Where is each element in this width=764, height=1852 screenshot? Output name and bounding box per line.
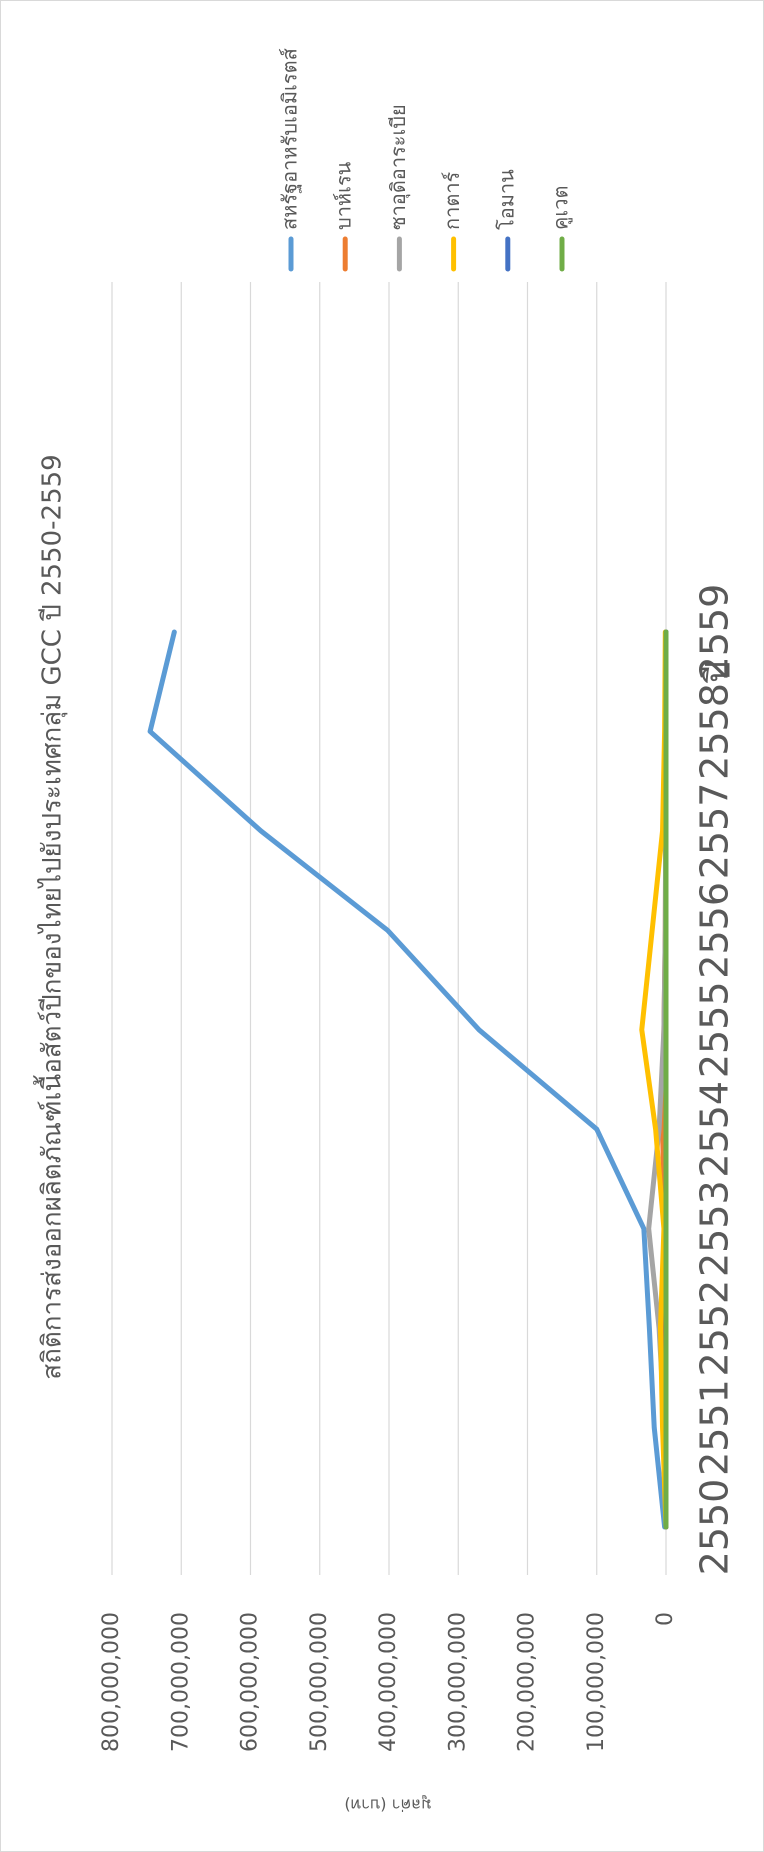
legend-label: คูเวต [549, 186, 574, 230]
legend-label: ซาอุดิอาระเบีย [386, 104, 411, 230]
legend-label: กาตาร์ [440, 171, 464, 230]
y-tick-label: 600,000,000 [238, 1612, 263, 1752]
x-axis-label: ปี [699, 661, 739, 683]
chart-title: สถิติการส่งออกผลิตภัณฑ์เนื้อสัตว์ปีกของไ… [33, 454, 68, 1379]
x-tick-label: 2551 [693, 1379, 737, 1476]
legend-label: สหรัฐอาหรับเอมิเรตส์ [278, 48, 302, 230]
x-tick-label: 2559 [693, 584, 737, 681]
y-axis-label: มูลค่า (บาท) [344, 1795, 431, 1815]
x-tick-label: 2552 [693, 1280, 737, 1377]
x-tick-label: 2554 [693, 1081, 737, 1178]
x-tick-label: 2550 [693, 1479, 737, 1576]
y-tick-label: 200,000,000 [515, 1612, 540, 1752]
x-tick-label: 2558 [693, 683, 737, 780]
y-tick-label: 500,000,000 [307, 1612, 332, 1752]
legend-label: บาห์เรน [332, 161, 356, 230]
rotated-plot: สถิติการส่งออกผลิตภัณฑ์เนื้อสัตว์ปีกของไ… [33, 48, 739, 1814]
x-tick-label: 2555 [693, 981, 737, 1078]
y-tick-label: 800,000,000 [99, 1612, 124, 1752]
y-tick-label: 300,000,000 [445, 1612, 470, 1752]
y-tick-label: 0 [653, 1612, 678, 1626]
x-tick-label: 2553 [693, 1180, 737, 1277]
legend-label: โอมาน [494, 169, 518, 230]
x-tick-label: 2557 [693, 783, 737, 880]
x-tick-label: 2556 [693, 882, 737, 979]
y-tick-label: 700,000,000 [168, 1612, 193, 1752]
y-tick-label: 400,000,000 [376, 1612, 401, 1752]
y-tick-label: 100,000,000 [584, 1612, 609, 1752]
series-line [147, 629, 668, 1530]
